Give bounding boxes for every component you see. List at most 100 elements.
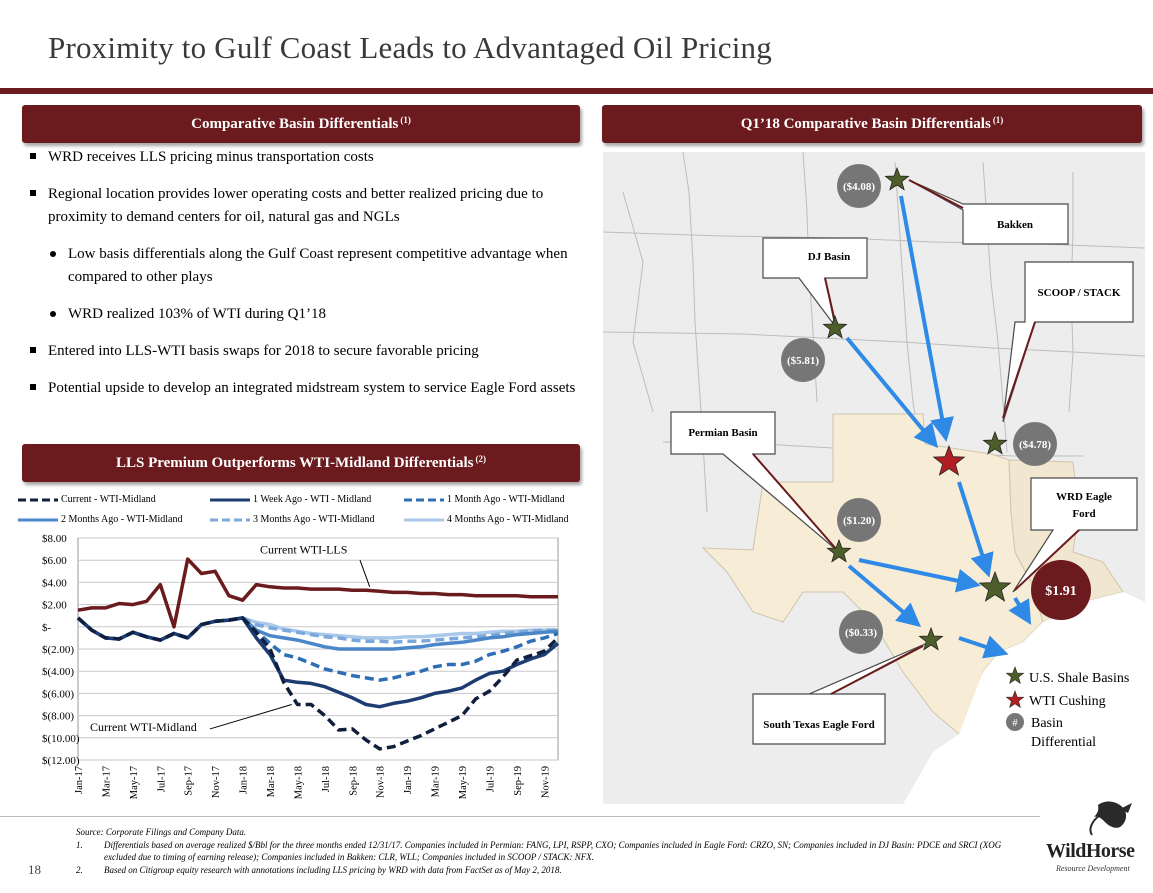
star-cushing-icon bbox=[932, 444, 966, 476]
star-scoop-icon bbox=[982, 430, 1008, 455]
label-wrd-line2: Ford bbox=[1072, 508, 1095, 520]
arrow-permian-wrd bbox=[858, 558, 981, 593]
page-title: Proximity to Gulf Coast Leads to Advanta… bbox=[48, 30, 772, 65]
source-note: Source: Corporate Filings and Company Da… bbox=[76, 827, 247, 837]
legend-label: Current - WTI-Midland bbox=[61, 494, 156, 505]
series-line bbox=[77, 557, 558, 629]
star-stef-icon bbox=[918, 626, 944, 651]
badge-permian-value: ($1.20) bbox=[843, 515, 875, 527]
x-tick-label: Mar-17 bbox=[101, 766, 112, 797]
y-tick-label: $(10.00) bbox=[42, 733, 80, 745]
gulf-of-mexico bbox=[903, 592, 1145, 804]
y-tick-label: $4.00 bbox=[42, 577, 67, 589]
legend-item: 4 Months Ago - WTI-Midland bbox=[404, 514, 568, 525]
footnote-1: 1. Differentials based on average realiz… bbox=[76, 839, 1026, 864]
y-tick-label: $(8.00) bbox=[42, 711, 74, 723]
badge-wrd-value: $1.91 bbox=[1045, 584, 1077, 599]
footnotes: Source: Corporate Filings and Company Da… bbox=[76, 826, 1026, 876]
arrow-permian-stef bbox=[847, 564, 922, 628]
left-section-banner: Comparative Basin Differentials (1) bbox=[22, 105, 580, 143]
legend-cushing-star-icon bbox=[1005, 690, 1025, 708]
y-tick-label: $- bbox=[42, 622, 52, 634]
arrow-cushing-wrd bbox=[957, 481, 994, 578]
star-bakken-icon bbox=[884, 166, 910, 191]
map-panel: Bakken DJ Basin SCOOP / STACK Permian Ba… bbox=[603, 152, 1145, 804]
legend-label: 4 Months Ago - WTI-Midland bbox=[447, 514, 569, 525]
star-wrd-icon bbox=[978, 570, 1012, 602]
label-scoop-stack: SCOOP / STACK bbox=[1038, 287, 1121, 299]
callout-stef-box bbox=[752, 643, 926, 745]
callout-pointers bbox=[752, 179, 1080, 695]
badge-scoop bbox=[1013, 422, 1057, 466]
arrow-bakken bbox=[899, 195, 954, 442]
footnote-2-number: 2. bbox=[76, 864, 83, 875]
bullet-item: Potential upside to develop an integrate… bbox=[28, 377, 588, 400]
bullet-item: WRD receives LLS pricing minus transport… bbox=[28, 146, 588, 169]
x-tick-label: Jan-18 bbox=[239, 766, 250, 794]
label-permian: Permian Basin bbox=[688, 427, 757, 439]
footnote-2: 2. Based on Citigroup equity research wi… bbox=[76, 864, 1026, 877]
right-banner-sup: (1) bbox=[992, 115, 1004, 125]
badge-bakken bbox=[837, 164, 881, 208]
sub-bullet-item: Low basis differentials along the Gulf C… bbox=[28, 243, 588, 289]
footer-divider bbox=[0, 816, 1040, 817]
badge-scoop-value: ($4.78) bbox=[1019, 439, 1051, 451]
label-bakken: Bakken bbox=[997, 219, 1033, 231]
x-tick-label: Mar-19 bbox=[431, 766, 442, 797]
x-tick-label: Jul-19 bbox=[485, 766, 496, 792]
callout-scoop-box bbox=[1002, 261, 1134, 423]
arrow-stef-gulf bbox=[958, 635, 1009, 659]
y-tick-label: $8.00 bbox=[42, 533, 67, 545]
legend-item: 3 Months Ago - WTI-Midland bbox=[210, 514, 374, 525]
x-tick-label: Jan-17 bbox=[74, 766, 85, 794]
chart-banner-sup: (2) bbox=[475, 454, 487, 464]
label-dj-basin: DJ Basin bbox=[808, 251, 851, 263]
footnote-2-text: Based on Citigroup equity research with … bbox=[104, 864, 562, 875]
badge-wrd bbox=[1031, 560, 1091, 620]
right-section-banner: Q1’18 Comparative Basin Differentials (1… bbox=[602, 105, 1142, 143]
legend-item: 2 Months Ago - WTI-Midland bbox=[18, 514, 182, 525]
arrow-wrd-gulf bbox=[1008, 596, 1032, 625]
badge-bakken-value: ($4.08) bbox=[843, 181, 875, 193]
x-tick-label: Nov-19 bbox=[540, 766, 551, 798]
left-banner-sup: (1) bbox=[400, 115, 411, 125]
legend-label: 1 Week Ago - WTI - Midland bbox=[253, 494, 372, 505]
us-map: Bakken DJ Basin SCOOP / STACK Permian Ba… bbox=[603, 152, 1145, 804]
legend-item: Current - WTI-Midland bbox=[18, 494, 156, 505]
y-tick-label: $(12.00) bbox=[42, 755, 80, 767]
arrow-dj bbox=[845, 336, 939, 449]
annotation-current-wti-lls: Current WTI-LLS bbox=[260, 543, 347, 557]
annotation-pointer bbox=[359, 560, 371, 588]
x-tick-label: Sep-19 bbox=[513, 766, 524, 796]
callouts bbox=[670, 179, 1138, 745]
flow-arrows bbox=[845, 195, 1032, 659]
x-tick-label: May-18 bbox=[293, 766, 304, 799]
y-tick-label: $(6.00) bbox=[42, 688, 74, 700]
x-tick-label: Jul-18 bbox=[321, 766, 332, 792]
legend-label: 2 Months Ago - WTI-Midland bbox=[61, 514, 183, 525]
x-tick-label: Sep-18 bbox=[348, 766, 359, 796]
annotation-pointer bbox=[209, 704, 292, 730]
y-tick-label: $(2.00) bbox=[42, 644, 74, 656]
legend-badge-icon bbox=[1006, 713, 1024, 731]
logo-subtitle: Resource Development bbox=[1056, 864, 1130, 873]
legend-item: 1 Month Ago - WTI-Midland bbox=[404, 494, 565, 505]
y-tick-label: $(4.00) bbox=[42, 666, 74, 678]
x-tick-label: Mar-18 bbox=[266, 766, 277, 797]
basin-stars bbox=[822, 166, 1012, 651]
x-tick-label: Nov-18 bbox=[376, 766, 387, 798]
badge-dj-value: ($5.81) bbox=[787, 355, 819, 367]
map-legend: U.S. Shale Basins WTI Cushing # Basin Di… bbox=[1005, 666, 1129, 750]
x-tick-label: Nov-17 bbox=[211, 766, 222, 798]
chart-section-banner: LLS Premium Outperforms WTI-Midland Diff… bbox=[22, 444, 580, 482]
x-tick-label: Jan-19 bbox=[403, 766, 414, 794]
legend-cushing-label: WTI Cushing bbox=[1029, 694, 1106, 709]
legend-diff-label-1: Basin bbox=[1031, 716, 1063, 731]
footnote-1-number: 1. bbox=[76, 839, 83, 850]
callout-bakken-box bbox=[908, 179, 1069, 245]
x-tick-label: Sep-17 bbox=[184, 766, 195, 796]
left-banner-label: Comparative Basin Differentials bbox=[191, 115, 399, 132]
legend-shale-label: U.S. Shale Basins bbox=[1029, 671, 1129, 686]
x-tick-label: May-19 bbox=[458, 766, 469, 799]
legend-label: 1 Month Ago - WTI-Midland bbox=[447, 494, 565, 505]
